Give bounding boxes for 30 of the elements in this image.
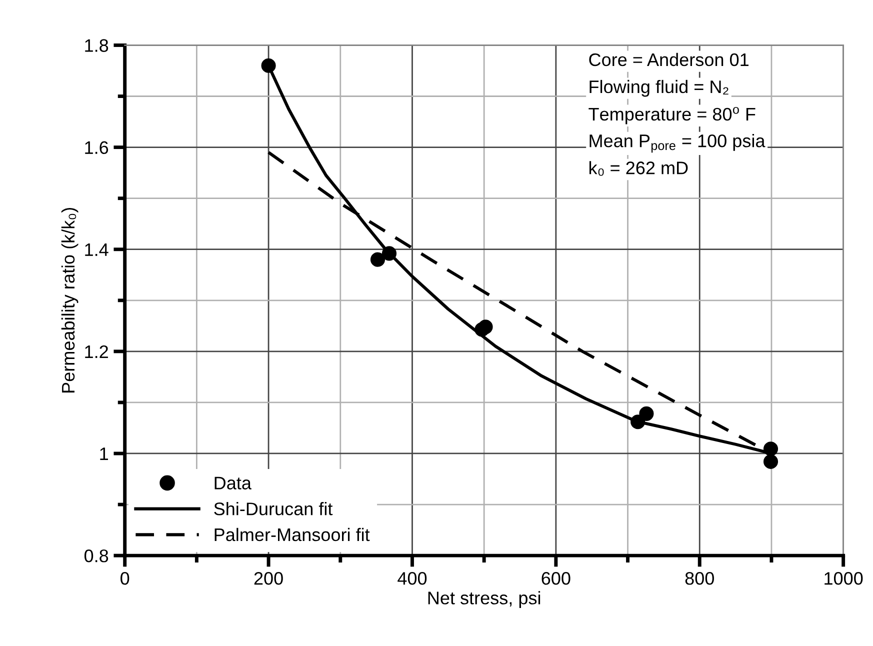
annotation: Core = Anderson 01 <box>589 52 748 66</box>
y-tick-label: 1 <box>100 448 108 460</box>
x-tick-label: 600 <box>542 572 570 585</box>
x-tick-label: 1000 <box>824 572 863 585</box>
x-tick-label: 800 <box>685 572 714 585</box>
x-axis-title: Net stress, psi <box>428 591 540 608</box>
point <box>370 252 386 267</box>
point <box>639 406 654 421</box>
x-tick-label: 200 <box>254 572 283 585</box>
y-tick-label: 1.8 <box>85 39 108 52</box>
point <box>478 320 493 334</box>
point <box>763 442 778 456</box>
annotation: k₀ = 262 mD <box>589 161 688 176</box>
y-tick-label: 1.6 <box>85 141 108 154</box>
x-tick-label: 400 <box>398 572 427 585</box>
point <box>261 58 276 73</box>
point <box>382 246 397 261</box>
legend-label: Palmer-Mansoori fit <box>214 528 370 542</box>
x-tick-label: 0 <box>120 572 130 585</box>
annotation: Temperature = 80$^{o}$ F <box>588 106 756 124</box>
y-tick-label: 1.4 <box>85 243 108 256</box>
y-tick-label: 0.8 <box>84 549 108 562</box>
y-axis-title: Permeability ratio (k/k₀) <box>61 208 78 392</box>
annotation: Mean P$_{pore}$ = 100 psia <box>590 134 766 153</box>
legend-label: Shi-Durucan fit <box>214 502 333 516</box>
annotation: Flowing fluid = N₂ <box>590 80 728 97</box>
y-tick-label: 1.2 <box>85 345 108 358</box>
legend-label: Data <box>214 476 252 490</box>
point <box>630 414 646 430</box>
point <box>763 454 778 469</box>
